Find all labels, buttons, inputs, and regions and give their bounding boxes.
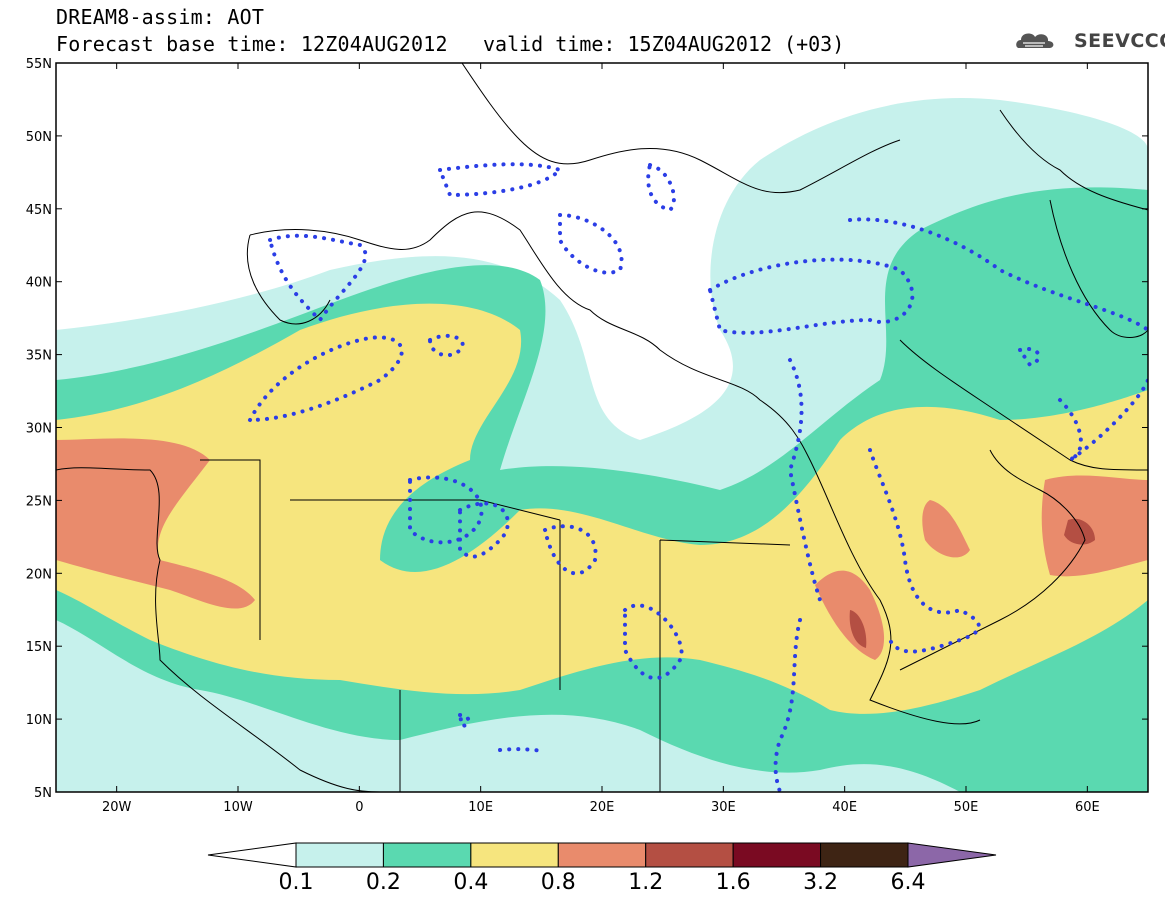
lon-label: 30E	[711, 800, 736, 815]
colorbar-level-label: 0.8	[540, 870, 576, 895]
longitude-axis: 20W 10W 0 10E 20E 30E 40E 50E 60E	[102, 63, 1100, 815]
colorbar-box	[732, 842, 822, 868]
aot-field	[56, 63, 1148, 792]
colorbar-level-label: 6.4	[890, 870, 926, 895]
colorbar-level-label: 0.1	[278, 870, 314, 895]
lon-label: 0	[355, 800, 363, 815]
colorbar-under-triangle	[207, 842, 297, 868]
colorbar-box	[557, 842, 647, 868]
colorbar-level-label: 3.2	[803, 870, 839, 895]
latitude-axis: 55N 50N 45N 40N 35N 30N 25N 20N 15N 10N 5N	[26, 57, 1148, 801]
colorbar-box	[295, 842, 384, 868]
lat-label: 35N	[26, 349, 52, 364]
colorbar-level-label: 0.2	[365, 870, 401, 895]
logo-text: SEEVCCC	[1074, 30, 1165, 52]
lat-label: 25N	[26, 494, 52, 509]
lat-label: 45N	[26, 203, 52, 218]
aot-band-0.8-west	[56, 438, 255, 609]
lat-label: 15N	[26, 640, 52, 655]
lat-label: 30N	[26, 422, 52, 437]
colorbar-box	[382, 842, 472, 868]
aot-band-1.2	[1064, 518, 1095, 545]
lon-label: 10W	[223, 800, 253, 815]
lon-label: 20W	[102, 800, 132, 815]
colorbar-level-label: 1.6	[715, 870, 751, 895]
valid-time: valid time: 15Z04AUG2012 (+03)	[483, 32, 845, 56]
lon-label: 60E	[1075, 800, 1100, 815]
aot-band-1.2-redsea	[849, 610, 867, 648]
lat-label: 40N	[26, 276, 52, 291]
lon-label: 20E	[590, 800, 615, 815]
lon-label: 50E	[954, 800, 979, 815]
lat-label: 50N	[26, 130, 52, 145]
colorbar-over-triangle	[907, 842, 997, 868]
colorbar-box	[470, 842, 559, 868]
observation-contours	[246, 162, 1148, 792]
cloud-logo-icon	[1016, 33, 1054, 48]
lat-label: 5N	[34, 786, 52, 801]
aot-band-0.8-oman	[1041, 475, 1148, 577]
lat-label: 20N	[26, 567, 52, 582]
colorbar-box	[820, 842, 909, 868]
lat-label: 10N	[26, 713, 52, 728]
colorbar	[207, 842, 997, 868]
lat-label: 55N	[26, 57, 52, 72]
map-title: DREAM8-assim: AOT	[56, 5, 265, 29]
aot-band-0.8-redsea	[815, 570, 885, 660]
colorbar-box	[645, 842, 734, 868]
forecast-base-time: Forecast base time: 12Z04AUG2012	[56, 32, 448, 56]
lon-label: 40E	[832, 800, 857, 815]
colorbar-level-label: 0.4	[453, 870, 489, 895]
aot-band-0.8-arabia	[922, 500, 970, 558]
colorbar-level-label: 1.2	[628, 870, 664, 895]
lon-label: 10E	[468, 800, 493, 815]
